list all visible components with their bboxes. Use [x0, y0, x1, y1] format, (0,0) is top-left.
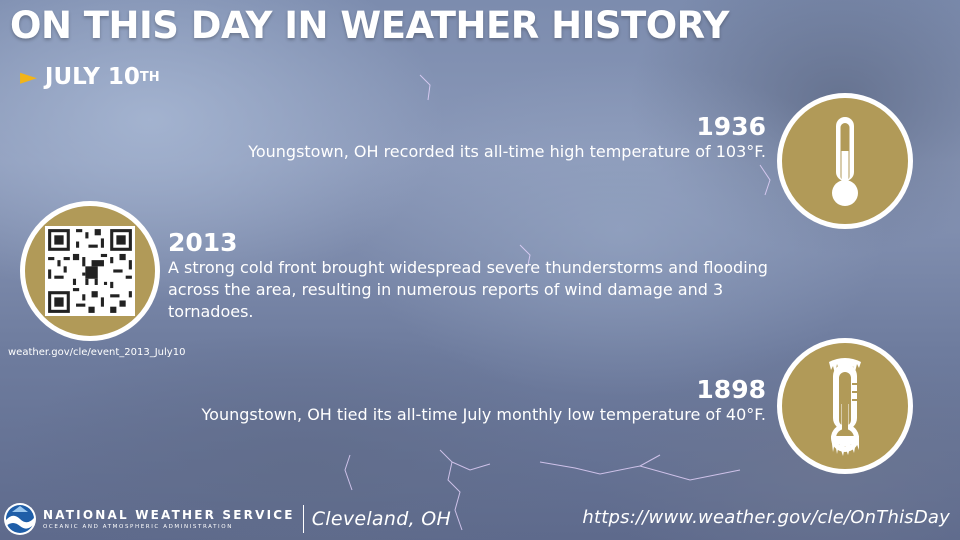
event-1936: 1936 Youngstown, OH recorded its all-tim…	[248, 112, 766, 163]
event-description: A strong cold front brought widespread s…	[168, 258, 768, 321]
thermometer-frozen-icon	[829, 358, 861, 456]
noaa-logo-icon	[4, 503, 36, 535]
page-title: ON THIS DAY IN WEATHER HISTORY	[10, 4, 729, 47]
frozen-thermometer-badge	[777, 338, 913, 474]
thermometer-hot-icon	[832, 117, 860, 206]
event-year: 1898	[696, 375, 766, 404]
footer-divider	[302, 505, 304, 533]
event-2013: 2013 A strong cold front brought widespr…	[168, 228, 778, 323]
event-1898: 1898 Youngstown, OH tied its all-time Ju…	[202, 375, 766, 426]
event-description: Youngstown, OH recorded its all-time hig…	[248, 142, 766, 161]
agency-name: NATIONAL WEATHER SERVICE	[43, 508, 295, 522]
agency-subtitle: OCEANIC AND ATMOSPHERIC ADMINISTRATION	[43, 524, 233, 530]
event-year: 1936	[696, 112, 766, 141]
qr-code-badge[interactable]	[20, 201, 160, 341]
office-name: Cleveland, OH	[311, 508, 452, 530]
hot-thermometer-badge	[777, 93, 913, 229]
footer-branding: NATIONAL WEATHER SERVICE OCEANIC AND ATM…	[3, 502, 451, 536]
qr-code-icon[interactable]	[45, 226, 135, 316]
agency-name-block: NATIONAL WEATHER SERVICE OCEANIC AND ATM…	[43, 508, 295, 530]
play-arrow-icon: ►	[20, 64, 37, 90]
date-text: JULY 10	[44, 64, 140, 90]
event-year: 2013	[168, 228, 238, 257]
date-suffix: TH	[139, 69, 160, 85]
event-description: Youngstown, OH tied its all-time July mo…	[201, 405, 766, 424]
date-heading: ► JULY 10 TH	[20, 64, 160, 90]
footer-url-link[interactable]: https://www.weather.gov/cle/OnThisDay	[582, 507, 950, 528]
event-link[interactable]: weather.gov/cle/event_2013_July10	[8, 347, 186, 358]
